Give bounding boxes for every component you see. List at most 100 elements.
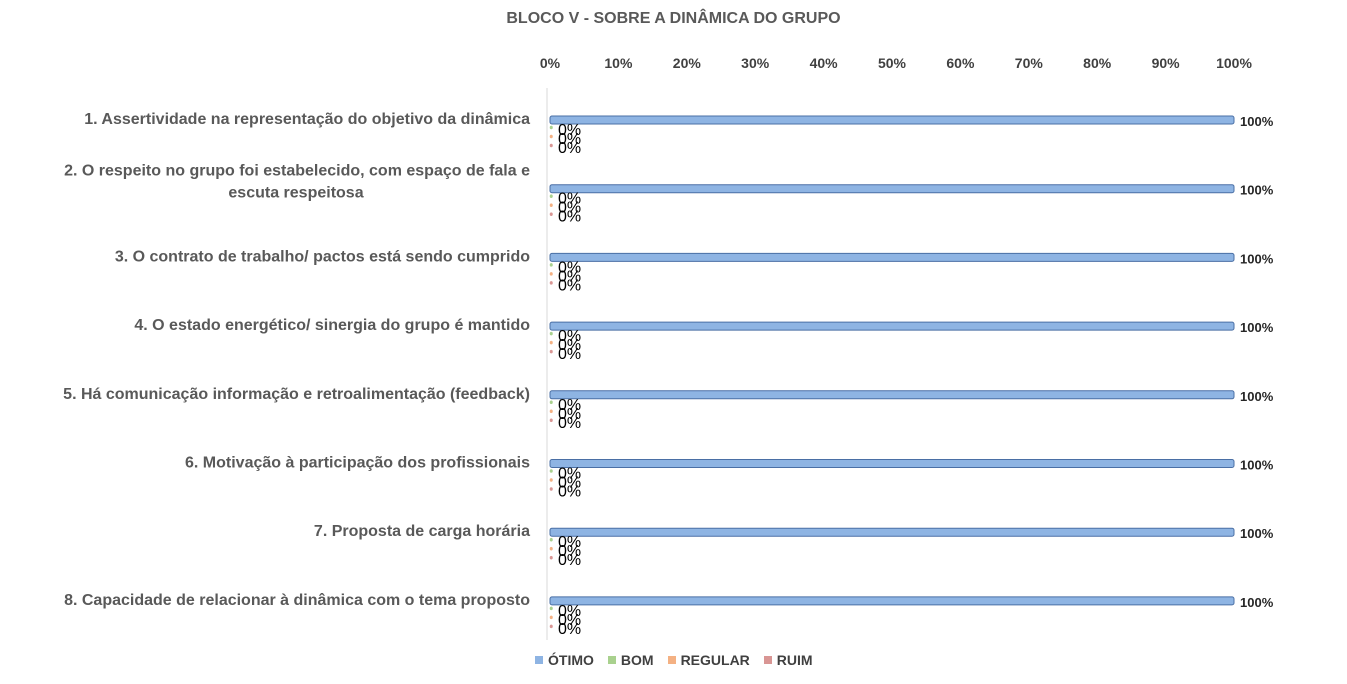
bar-bom (549, 400, 553, 405)
legend-swatch (667, 656, 676, 664)
bar-bom (549, 469, 553, 473)
legend-item: BOM (607, 652, 654, 668)
bar-otimo (549, 390, 1235, 400)
bar-ruim (549, 143, 553, 148)
bar-bom (549, 606, 553, 611)
legend-label: BOM (620, 652, 654, 668)
bar-regular (549, 134, 553, 139)
x-tick-label: 100% (1216, 55, 1252, 71)
legend-swatch (607, 656, 616, 664)
legend-item: RUIM (763, 652, 813, 668)
bar-otimo (549, 321, 1235, 331)
category-label: 3. O contrato de trabalho/ pactos está s… (115, 248, 530, 265)
chart-legend: ÓTIMO BOM REGULAR RUIM (535, 652, 813, 668)
x-tick-label: 60% (946, 55, 975, 71)
data-label: 0% (558, 328, 581, 345)
bar-regular (549, 546, 553, 551)
x-tick-label: 0% (540, 55, 561, 71)
category-label: escuta respeitosa (228, 185, 363, 202)
data-label: 0% (558, 140, 581, 157)
legend-item: ÓTIMO (535, 652, 594, 668)
data-label: 0% (558, 277, 581, 294)
data-label: 100% (1240, 183, 1274, 198)
legend-label: ÓTIMO (548, 652, 594, 668)
category-label: 6. Motivação à participação dos profissi… (185, 455, 530, 472)
data-label: 0% (558, 268, 581, 285)
category-label: 2. O respeito no grupo foi estabelecido,… (64, 163, 530, 180)
bar-regular (549, 615, 553, 620)
x-tick-label: 90% (1152, 55, 1181, 71)
bar-otimo (549, 459, 1235, 468)
data-label: 0% (558, 259, 581, 276)
data-label: 0% (558, 122, 581, 139)
data-label: 0% (558, 603, 581, 620)
bar-otimo (549, 596, 1235, 606)
x-tick-label: 50% (878, 55, 907, 71)
chart-title: BLOCO V - SOBRE A DINÂMICA DO GRUPO (506, 10, 841, 27)
bar-ruim (549, 349, 553, 354)
data-label: 0% (558, 484, 581, 501)
bar-ruim (549, 624, 553, 629)
bar-bom (549, 125, 553, 130)
category-label: 1. Assertividade na representação do obj… (84, 111, 530, 128)
data-label: 100% (1240, 251, 1274, 266)
category-label: 7. Proposta de carga horária (314, 523, 530, 540)
data-label: 100% (1240, 320, 1274, 335)
data-label: 0% (558, 191, 581, 208)
data-label: 0% (558, 397, 581, 414)
data-label: 0% (558, 621, 581, 638)
bar-otimo (549, 184, 1235, 194)
legend-label: REGULAR (680, 652, 750, 668)
data-label: 100% (1240, 114, 1274, 129)
bar-ruim (549, 418, 553, 423)
bar-bom (549, 263, 553, 267)
bar-regular (549, 478, 553, 482)
data-label: 100% (1240, 389, 1274, 404)
bar-bom (549, 331, 553, 336)
data-label: 0% (558, 552, 581, 569)
data-label: 0% (558, 209, 581, 226)
data-label: 0% (558, 200, 581, 217)
data-label: 0% (558, 543, 581, 560)
data-label: 0% (558, 406, 581, 423)
bar-regular (549, 272, 553, 276)
data-label: 100% (1240, 595, 1274, 610)
x-tick-label: 80% (1083, 55, 1112, 71)
data-label: 0% (558, 466, 581, 483)
bar-bom (549, 537, 553, 542)
category-label: 8. Capacidade de relacionar à dinâmica c… (64, 592, 530, 609)
legend-swatch (535, 656, 543, 664)
x-tick-label: 70% (1015, 55, 1044, 71)
data-label: 0% (558, 475, 581, 492)
bar-ruim (549, 487, 553, 491)
category-label: 5. Há comunicação informação e retroalim… (63, 386, 530, 403)
category-label: 4. O estado energético/ sinergia do grup… (134, 317, 530, 334)
data-label: 0% (558, 534, 581, 551)
bar-regular (549, 340, 553, 345)
data-label: 0% (558, 612, 581, 629)
x-tick-label: 30% (741, 55, 770, 71)
data-label: 0% (558, 415, 581, 432)
x-tick-label: 40% (810, 55, 839, 71)
data-label: 0% (558, 337, 581, 354)
bar-regular (549, 409, 553, 414)
bar-ruim (549, 281, 553, 285)
bar-otimo (549, 252, 1235, 262)
bar-ruim (549, 212, 553, 216)
data-label: 100% (1240, 458, 1274, 473)
bar-otimo (549, 115, 1235, 125)
legend-item: REGULAR (667, 652, 750, 668)
x-tick-label: 20% (673, 55, 702, 71)
x-tick-label: 10% (604, 55, 633, 71)
legend-swatch (763, 656, 772, 664)
data-label: 100% (1240, 526, 1274, 541)
data-label: 0% (558, 131, 581, 148)
bar-otimo (549, 527, 1235, 537)
data-label: 0% (558, 346, 581, 363)
legend-label: RUIM (776, 652, 813, 668)
bar-regular (549, 203, 553, 207)
bar-ruim (549, 555, 553, 560)
bar-bom (549, 194, 553, 198)
